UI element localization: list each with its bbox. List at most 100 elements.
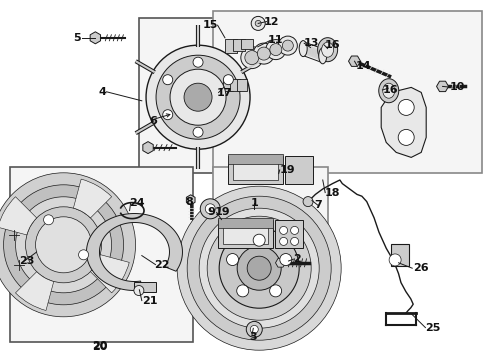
Circle shape — [241, 46, 262, 69]
Ellipse shape — [378, 79, 398, 103]
Circle shape — [269, 285, 281, 297]
Circle shape — [163, 75, 172, 85]
Circle shape — [43, 215, 54, 225]
Circle shape — [134, 285, 143, 296]
Bar — [223, 80, 233, 91]
Circle shape — [25, 207, 102, 283]
Text: 20: 20 — [92, 342, 108, 352]
Bar — [217, 220, 272, 248]
Bar — [134, 282, 156, 292]
Ellipse shape — [318, 48, 326, 64]
Circle shape — [219, 228, 299, 308]
Polygon shape — [381, 87, 426, 157]
Ellipse shape — [321, 42, 333, 57]
Circle shape — [223, 75, 233, 85]
Circle shape — [16, 197, 111, 293]
Wedge shape — [0, 197, 37, 235]
Text: 7: 7 — [313, 200, 321, 210]
Circle shape — [236, 285, 248, 297]
Circle shape — [200, 199, 220, 219]
Text: 14: 14 — [355, 60, 371, 71]
Circle shape — [237, 246, 281, 290]
Text: 13: 13 — [304, 38, 319, 48]
Circle shape — [257, 47, 270, 60]
Circle shape — [290, 237, 298, 246]
Circle shape — [36, 217, 91, 273]
Ellipse shape — [303, 44, 313, 57]
Wedge shape — [73, 179, 111, 218]
Circle shape — [199, 208, 319, 328]
Circle shape — [183, 83, 212, 111]
Circle shape — [251, 17, 264, 30]
Ellipse shape — [382, 83, 394, 98]
Text: 9: 9 — [207, 207, 215, 217]
Circle shape — [0, 173, 135, 317]
Ellipse shape — [317, 49, 327, 62]
Bar — [212, 167, 327, 259]
Text: 16: 16 — [324, 40, 339, 50]
Circle shape — [290, 226, 298, 234]
Circle shape — [177, 186, 341, 350]
Circle shape — [255, 21, 261, 26]
Circle shape — [303, 197, 312, 207]
Circle shape — [246, 256, 271, 280]
Ellipse shape — [298, 42, 307, 55]
Circle shape — [279, 226, 287, 234]
Text: 22: 22 — [154, 260, 169, 270]
Text: 15: 15 — [202, 20, 217, 30]
Circle shape — [146, 45, 249, 149]
Wedge shape — [90, 255, 129, 293]
Circle shape — [246, 321, 262, 337]
Circle shape — [156, 55, 240, 139]
Circle shape — [163, 110, 172, 120]
Text: 3: 3 — [249, 332, 257, 342]
Circle shape — [397, 129, 413, 145]
Circle shape — [278, 36, 297, 55]
Text: 6: 6 — [149, 116, 157, 126]
Bar — [139, 18, 244, 173]
Circle shape — [253, 234, 264, 246]
Ellipse shape — [317, 38, 337, 62]
Text: 26: 26 — [412, 263, 428, 273]
Text: 12: 12 — [264, 17, 279, 27]
Bar — [222, 226, 267, 244]
Polygon shape — [186, 195, 195, 205]
Ellipse shape — [301, 43, 310, 56]
Circle shape — [170, 69, 225, 125]
Polygon shape — [142, 141, 153, 154]
Circle shape — [193, 127, 203, 137]
Ellipse shape — [299, 41, 306, 57]
Bar — [228, 156, 283, 184]
Text: 20: 20 — [92, 341, 108, 351]
Text: 1: 1 — [250, 198, 258, 208]
Wedge shape — [16, 272, 54, 310]
Circle shape — [226, 253, 238, 266]
Bar — [230, 80, 240, 91]
Polygon shape — [86, 213, 182, 291]
Text: 18: 18 — [325, 188, 340, 198]
Text: 2: 2 — [293, 254, 301, 264]
Bar — [228, 154, 283, 163]
Circle shape — [388, 254, 400, 266]
Circle shape — [253, 43, 274, 64]
Bar — [285, 156, 313, 184]
Bar — [241, 39, 252, 49]
Bar — [10, 167, 193, 342]
Polygon shape — [436, 81, 447, 91]
Bar — [212, 11, 481, 173]
Circle shape — [207, 216, 310, 320]
Text: 24: 24 — [129, 198, 145, 208]
Text: 5: 5 — [73, 33, 81, 43]
Polygon shape — [348, 56, 360, 66]
Circle shape — [193, 57, 203, 67]
Circle shape — [279, 253, 291, 266]
Circle shape — [265, 40, 285, 60]
Bar — [224, 39, 237, 53]
Bar — [232, 39, 244, 51]
Ellipse shape — [306, 45, 316, 58]
Bar — [237, 80, 247, 91]
Text: 4: 4 — [99, 87, 106, 97]
Text: 19: 19 — [215, 207, 230, 217]
Ellipse shape — [312, 48, 322, 60]
Text: 17: 17 — [216, 87, 232, 98]
